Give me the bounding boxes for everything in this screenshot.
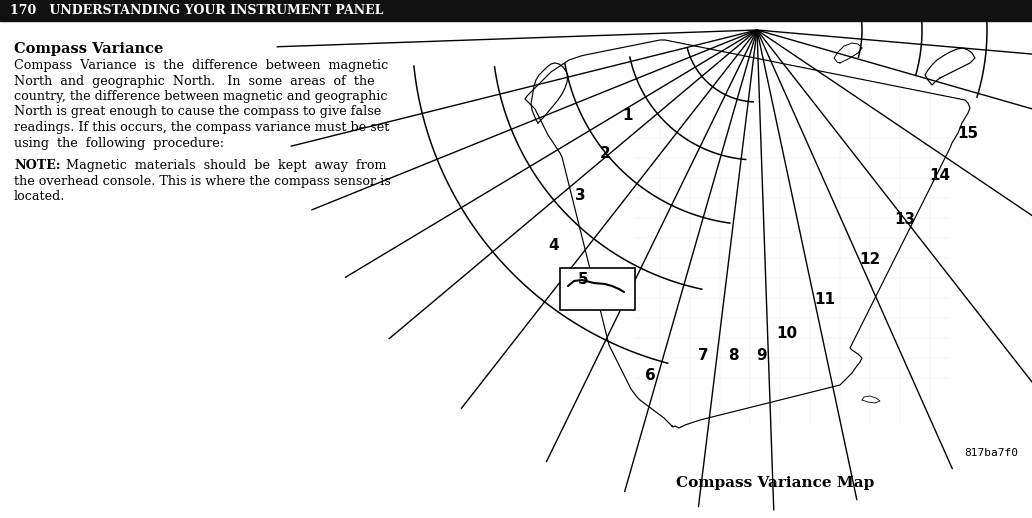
- Text: located.: located.: [14, 190, 65, 203]
- Text: 13: 13: [895, 212, 915, 227]
- Polygon shape: [834, 43, 862, 63]
- Text: using  the  following  procedure:: using the following procedure:: [14, 137, 224, 150]
- Text: 6: 6: [645, 367, 655, 382]
- Text: 1: 1: [622, 108, 634, 123]
- Text: 170   UNDERSTANDING YOUR INSTRUMENT PANEL: 170 UNDERSTANDING YOUR INSTRUMENT PANEL: [10, 4, 383, 17]
- Text: 9: 9: [756, 348, 768, 363]
- Text: Magnetic  materials  should  be  kept  away  from: Magnetic materials should be kept away f…: [54, 159, 387, 172]
- Text: 12: 12: [860, 252, 880, 267]
- Polygon shape: [525, 40, 970, 428]
- Bar: [560, 268, 635, 310]
- Text: 3: 3: [575, 189, 585, 204]
- Text: 4: 4: [549, 237, 559, 252]
- Text: 7: 7: [698, 348, 708, 363]
- Text: country, the difference between magnetic and geographic: country, the difference between magnetic…: [14, 90, 387, 103]
- Text: Compass Variance: Compass Variance: [14, 42, 163, 56]
- Text: 14: 14: [930, 168, 950, 183]
- Text: Compass  Variance  is  the  difference  between  magnetic: Compass Variance is the difference betwe…: [14, 59, 388, 72]
- Polygon shape: [531, 63, 568, 123]
- Text: 15: 15: [958, 125, 978, 140]
- Text: 8: 8: [728, 348, 738, 363]
- Polygon shape: [925, 48, 975, 85]
- Text: NOTE:: NOTE:: [14, 159, 61, 172]
- Bar: [0, 0, 1032, 21]
- Text: 2: 2: [600, 146, 610, 161]
- Text: 10: 10: [776, 325, 798, 340]
- Text: North is great enough to cause the compass to give false: North is great enough to cause the compa…: [14, 106, 381, 119]
- Text: 5: 5: [578, 272, 588, 287]
- Polygon shape: [862, 396, 880, 403]
- Text: 11: 11: [814, 293, 836, 308]
- Text: 817ba7f0: 817ba7f0: [964, 448, 1018, 458]
- Text: Compass Variance Map: Compass Variance Map: [676, 476, 874, 490]
- Text: North  and  geographic  North.   In  some  areas  of  the: North and geographic North. In some area…: [14, 75, 375, 88]
- Text: readings. If this occurs, the compass variance must be set: readings. If this occurs, the compass va…: [14, 121, 389, 134]
- Text: the overhead console. This is where the compass sensor is: the overhead console. This is where the …: [14, 175, 391, 188]
